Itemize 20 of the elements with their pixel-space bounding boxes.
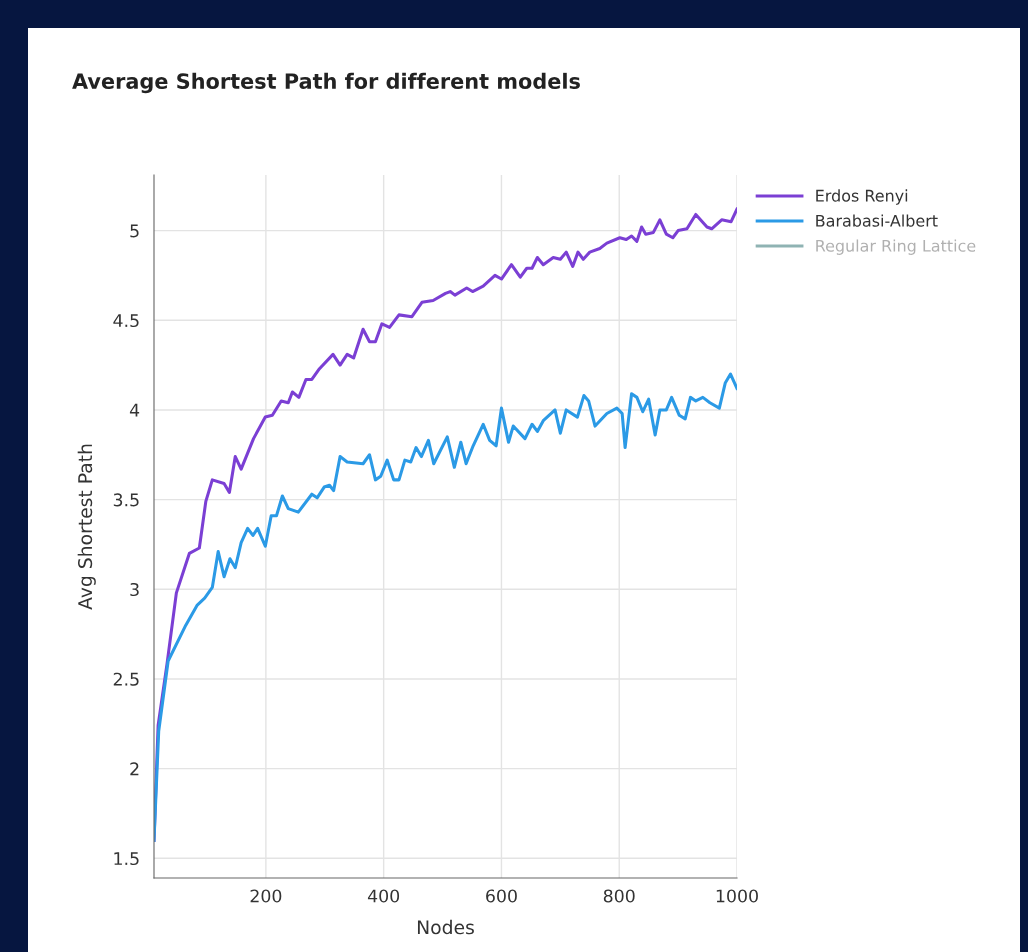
y-tick-label: 2 [130,762,139,776]
y-tick-label: 2.5 [113,672,139,686]
x-tick-label: 600 [486,889,517,903]
y-tick-label: 3.5 [113,493,139,507]
x-tick-label: 400 [367,889,400,903]
legend-label: Regular Ring Lattice [816,239,976,255]
y-axis-title: Avg Shortest Path [77,444,96,610]
x-axis-title: Nodes [417,919,474,935]
x-tick-label: 1000 [716,889,758,903]
x-tick-label: 800 [603,889,635,903]
y-tick-label: 1.5 [114,852,139,866]
line-series [154,372,737,842]
legend-label: Erdos Renyi [816,189,908,205]
y-tick-label: 5 [130,224,139,238]
y-tick-label: 3 [130,582,139,597]
chart-title: Average Shortest Path for different models [72,72,580,94]
legend-label: Barabasi-Albert [816,214,938,227]
y-tick-label: 4.5 [113,314,139,328]
y-tick-label: 4 [129,403,140,417]
x-tick-label: 200 [250,889,282,903]
